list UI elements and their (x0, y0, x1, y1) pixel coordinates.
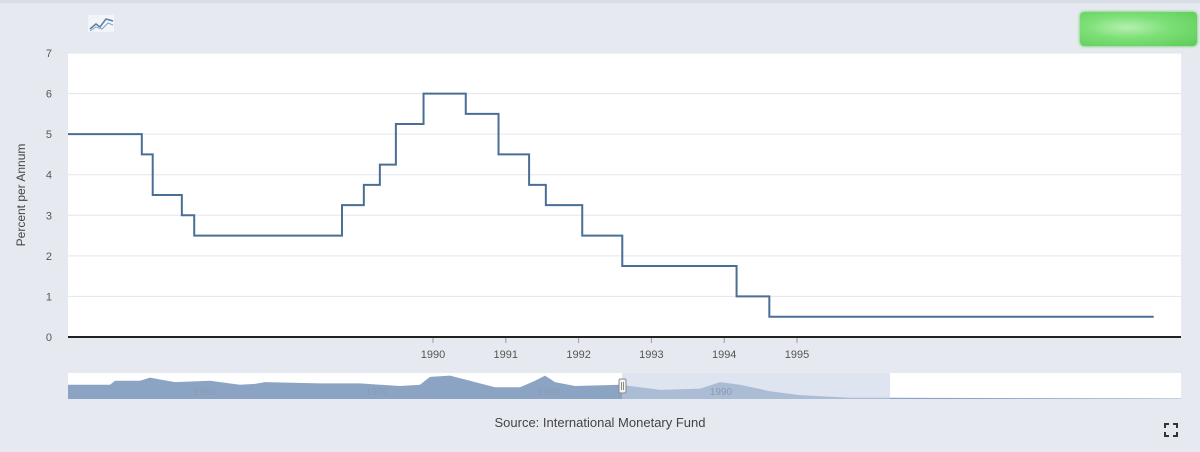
navigator-selection[interactable] (622, 373, 890, 399)
y-tick-label: 3 (46, 210, 52, 222)
plot-area (68, 53, 1181, 338)
top-border (0, 0, 1200, 3)
x-tick-label: 1994 (712, 349, 736, 361)
x-axis: 1990 1991 1992 1993 1994 1995 (421, 338, 809, 361)
navigator-tick-label: 1970 (366, 387, 389, 398)
navigator-tick-label: 1980 (538, 387, 561, 398)
x-tick-label: 1995 (785, 349, 809, 361)
navigator-handle[interactable] (618, 378, 627, 394)
x-tick-label: 1992 (566, 349, 590, 361)
green-action-button[interactable] (1080, 12, 1197, 46)
x-tick-label: 1991 (494, 349, 518, 361)
navigator-tick-label: 1990 (710, 387, 733, 398)
gridlines (68, 52, 1181, 297)
x-tick-label: 1993 (639, 349, 663, 361)
navigator-tick-labels: 1960 1970 1980 1990 (194, 387, 733, 398)
y-axis: 0 1 2 3 4 5 6 7 (46, 48, 52, 344)
y-tick-label: 1 (46, 291, 52, 303)
series-line[interactable] (68, 92, 1154, 318)
x-tick-label: 1990 (421, 349, 445, 361)
source-text: Source: International Monetary Fund (494, 415, 706, 430)
fullscreen-icon[interactable] (1164, 423, 1178, 437)
y-tick-label: 2 (46, 251, 52, 263)
y-axis-title: Percent per Annum (14, 144, 28, 247)
navigator[interactable]: 1960 1970 1980 1990 (68, 373, 1181, 399)
y-tick-label: 5 (46, 129, 52, 141)
y-tick-label: 4 (46, 170, 52, 182)
y-tick-label: 7 (46, 48, 52, 60)
chart-logo-icon (78, 12, 116, 34)
y-tick-label: 6 (46, 89, 52, 101)
y-tick-label: 0 (46, 332, 52, 344)
navigator-tick-label: 1960 (194, 387, 217, 398)
